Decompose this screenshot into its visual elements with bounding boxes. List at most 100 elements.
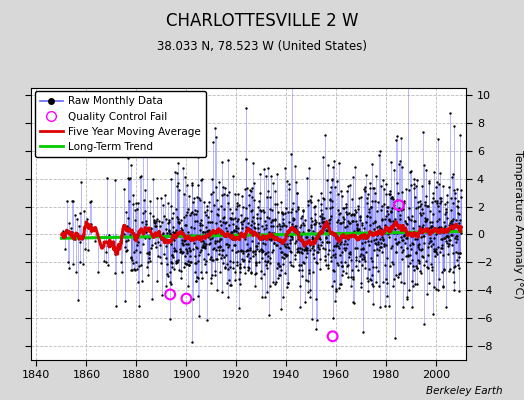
Point xyxy=(282,252,291,258)
Point xyxy=(388,243,396,249)
Point xyxy=(258,255,266,262)
Point xyxy=(187,233,195,239)
Point xyxy=(242,205,250,211)
Point xyxy=(166,291,174,298)
Point xyxy=(369,282,378,289)
Point xyxy=(329,252,337,258)
Point xyxy=(408,224,417,231)
Point xyxy=(433,199,442,206)
Point xyxy=(326,216,334,222)
Point xyxy=(314,242,322,248)
Point xyxy=(333,191,342,197)
Point xyxy=(438,268,446,275)
Point xyxy=(199,229,207,235)
Point xyxy=(452,248,461,255)
Point xyxy=(345,251,354,258)
Point xyxy=(127,254,135,260)
Point xyxy=(457,187,465,193)
Point xyxy=(225,276,234,283)
Point xyxy=(205,240,214,247)
Point xyxy=(422,193,431,200)
Point xyxy=(320,219,328,225)
Point xyxy=(316,266,324,272)
Point xyxy=(374,199,383,205)
Point xyxy=(378,217,386,224)
Point xyxy=(112,303,121,310)
Point xyxy=(454,262,462,268)
Point xyxy=(104,232,113,238)
Point xyxy=(212,134,221,140)
Point xyxy=(318,239,326,245)
Point xyxy=(151,240,160,246)
Point xyxy=(202,258,211,264)
Point xyxy=(302,277,310,283)
Point xyxy=(446,266,454,272)
Point xyxy=(380,201,388,208)
Point xyxy=(168,260,176,266)
Point xyxy=(361,258,369,264)
Point xyxy=(130,266,138,272)
Point xyxy=(329,267,337,274)
Point xyxy=(208,272,216,278)
Point xyxy=(218,252,226,258)
Point xyxy=(159,230,167,236)
Point xyxy=(309,242,317,249)
Point xyxy=(447,207,455,214)
Point xyxy=(165,218,173,225)
Point xyxy=(395,161,403,168)
Point xyxy=(412,235,421,242)
Point xyxy=(300,241,309,247)
Point xyxy=(358,262,366,268)
Point xyxy=(242,224,250,231)
Point xyxy=(169,228,177,235)
Point xyxy=(353,221,361,227)
Point xyxy=(150,223,159,229)
Point xyxy=(167,203,175,210)
Point xyxy=(138,219,147,225)
Point xyxy=(138,231,147,238)
Point xyxy=(269,247,278,254)
Point xyxy=(395,239,403,246)
Point xyxy=(293,204,302,210)
Point xyxy=(285,185,293,192)
Point xyxy=(214,231,222,238)
Point xyxy=(427,222,435,229)
Point xyxy=(299,229,307,236)
Point xyxy=(332,240,341,246)
Point xyxy=(329,314,337,321)
Point xyxy=(336,220,344,226)
Point xyxy=(209,246,217,252)
Point xyxy=(325,246,333,253)
Point xyxy=(231,191,239,197)
Point xyxy=(357,194,365,200)
Point xyxy=(388,218,397,224)
Point xyxy=(174,219,183,226)
Point xyxy=(215,243,224,249)
Point xyxy=(425,238,434,244)
Point xyxy=(185,192,193,199)
Point xyxy=(158,292,166,298)
Point xyxy=(202,269,211,275)
Point xyxy=(375,283,383,289)
Point xyxy=(350,228,358,234)
Point xyxy=(360,254,368,260)
Point xyxy=(437,198,445,204)
Point xyxy=(286,240,294,246)
Point xyxy=(352,209,360,215)
Point xyxy=(359,252,367,259)
Point xyxy=(408,212,416,219)
Point xyxy=(275,220,283,227)
Point xyxy=(296,224,304,230)
Point xyxy=(292,223,300,230)
Point xyxy=(409,267,418,274)
Point xyxy=(168,264,177,270)
Point xyxy=(386,188,394,194)
Point xyxy=(344,236,353,242)
Point xyxy=(287,249,296,256)
Point xyxy=(253,211,261,217)
Point xyxy=(383,293,391,299)
Point xyxy=(290,227,298,234)
Point xyxy=(325,220,333,226)
Point xyxy=(282,222,290,229)
Point xyxy=(365,209,373,216)
